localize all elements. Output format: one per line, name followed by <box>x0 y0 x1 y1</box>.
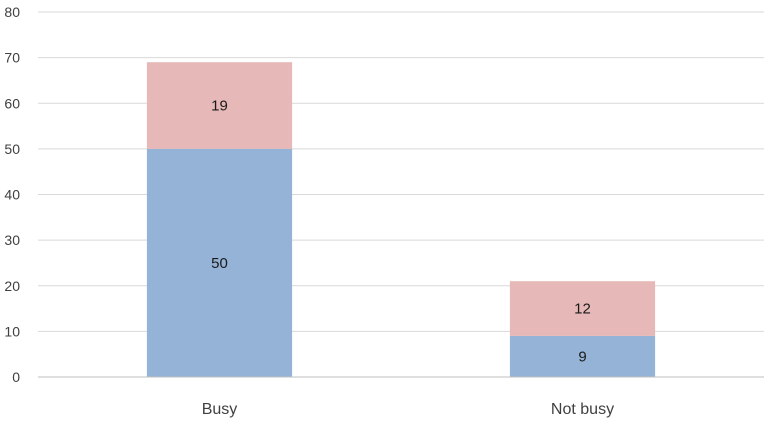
bar-segment <box>146 148 293 377</box>
data-label: 9 <box>578 348 586 365</box>
y-tick-label: 40 <box>4 187 20 203</box>
data-label: 12 <box>574 301 591 318</box>
bar-segment <box>509 335 656 377</box>
y-tick-label: 70 <box>4 50 20 66</box>
bar-segment <box>509 281 656 336</box>
bar-segment <box>146 62 293 149</box>
data-label: 19 <box>211 98 228 115</box>
category-label: Busy <box>202 401 238 418</box>
category-label: Not busy <box>551 401 614 418</box>
bars <box>146 62 656 377</box>
y-tick-label: 30 <box>4 232 20 248</box>
data-labels: 50 19 9 12 <box>211 98 591 366</box>
x-axis-category-labels: Busy Not busy <box>202 401 614 418</box>
y-tick-label: 0 <box>12 369 20 385</box>
y-tick-label: 50 <box>4 141 20 157</box>
y-axis-tick-labels: 0 10 20 30 40 50 60 70 80 <box>4 4 20 385</box>
y-tick-label: 80 <box>4 4 20 20</box>
data-label: 50 <box>211 255 228 272</box>
y-tick-label: 60 <box>4 95 20 111</box>
y-tick-label: 20 <box>4 278 20 294</box>
y-tick-label: 10 <box>4 323 20 339</box>
